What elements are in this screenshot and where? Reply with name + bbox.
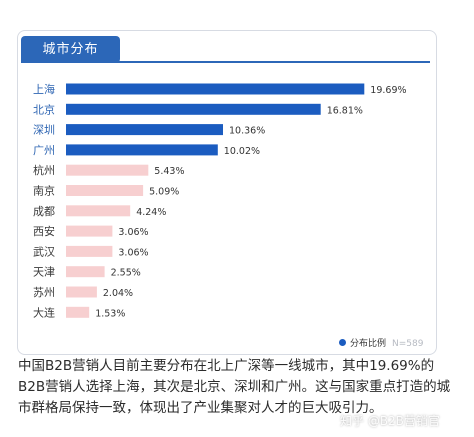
bar-value-label: 16.81% — [327, 105, 363, 116]
bar — [66, 225, 113, 237]
bar-value-label: 3.06% — [118, 247, 148, 258]
bar-value-label: 1.53% — [95, 308, 125, 319]
legend-label: 分布比例 — [350, 339, 387, 349]
bar-value-label: 2.04% — [103, 288, 133, 299]
bar — [66, 185, 144, 196]
bar — [66, 124, 223, 136]
city-label: 广州 — [33, 144, 55, 157]
bar — [66, 164, 149, 176]
city-label: 大连 — [33, 305, 55, 319]
tab-underline — [21, 61, 430, 63]
bar-value-label: 10.36% — [229, 126, 265, 137]
bar — [66, 286, 97, 298]
chart-legend: 分布比例 N=589 — [339, 337, 423, 351]
city-distribution-tab: 城市分布 — [21, 36, 120, 63]
city-label: 南京 — [33, 184, 55, 198]
bar-value-label: 4.24% — [136, 207, 166, 218]
city-label: 深圳 — [33, 124, 55, 137]
city-label: 武汉 — [33, 245, 55, 258]
bar — [66, 266, 105, 278]
bar — [66, 245, 113, 257]
sample-size-label: N=589 — [392, 339, 424, 349]
city-label: 西安 — [33, 224, 55, 238]
bar — [66, 306, 90, 318]
summary-caption: 中国B2B营销人目前主要分布在北上广深等一线城市，其中19.69%的B2B营销人… — [18, 358, 451, 416]
city-label: 成都 — [33, 205, 55, 218]
city-label: 杭州 — [33, 163, 55, 177]
city-label: 北京 — [33, 102, 55, 116]
city-label: 苏州 — [33, 286, 55, 299]
bar-value-label: 5.43% — [154, 166, 184, 177]
city-label: 上海 — [33, 82, 55, 96]
bar — [66, 144, 218, 156]
bar-value-label: 10.02% — [224, 146, 260, 157]
bar-value-label: 2.55% — [111, 268, 141, 279]
bar-value-label: 19.69% — [370, 85, 406, 96]
bar — [66, 103, 321, 115]
bar-value-label: 3.06% — [118, 227, 148, 238]
legend-dot-icon — [339, 339, 346, 346]
bar — [66, 205, 131, 217]
bar-value-label: 5.09% — [149, 187, 179, 198]
zhihu-watermark: 知乎 @B2B营销官 — [340, 414, 440, 428]
city-label: 天津 — [33, 266, 55, 279]
bar — [66, 83, 365, 95]
